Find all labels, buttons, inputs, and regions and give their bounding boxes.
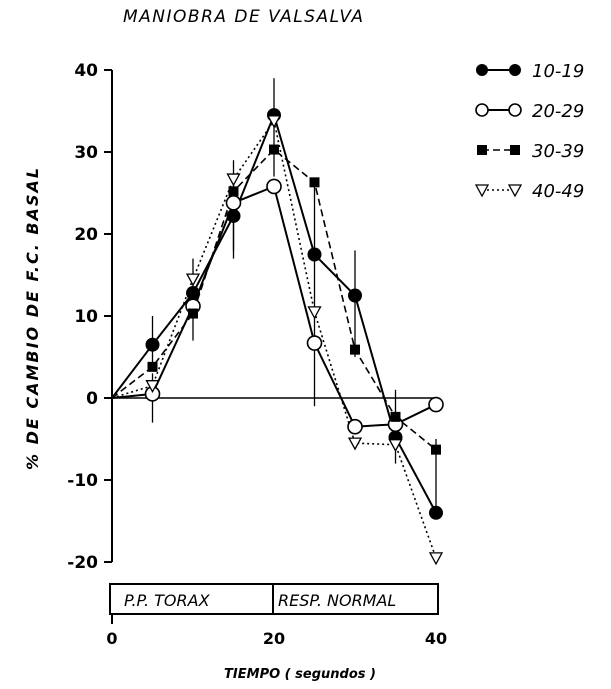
phase-label-resp-normal: RESP. NORMAL <box>278 591 396 610</box>
data-point-30-39 <box>309 177 320 188</box>
legend-label: 10-19 <box>532 61 584 82</box>
legend-marker <box>507 184 523 198</box>
y-tick-label: 20 <box>74 225 98 245</box>
legend-marker <box>510 145 520 155</box>
legend-marker <box>474 184 490 198</box>
data-point-30-39 <box>147 361 158 372</box>
data-point-20-29 <box>347 418 363 435</box>
legend-marker <box>508 103 522 117</box>
data-point-10-19 <box>145 337 160 352</box>
x-tick-label: 0 <box>106 629 117 648</box>
data-point-40-49 <box>185 273 201 287</box>
data-point-40-49 <box>145 380 160 394</box>
legend-marker <box>509 64 521 76</box>
data-point-30-39 <box>350 344 360 355</box>
data-point-30-39 <box>228 186 239 197</box>
legend-marker <box>477 145 487 155</box>
axes: 40 30 20 10 0 -10 -20 0 20 40 <box>67 61 447 648</box>
x-axis-label: TIEMPO ( segundos ) <box>224 667 376 682</box>
data-point-40-49 <box>428 552 444 566</box>
data-point-10-19 <box>348 288 362 303</box>
x-tick-label: 20 <box>263 629 285 648</box>
x-tick-label: 40 <box>425 629 447 648</box>
legend-marker <box>475 103 489 117</box>
y-tick-label: -10 <box>67 471 98 491</box>
data-point-10-19 <box>186 286 200 301</box>
y-tick-label: 40 <box>74 61 98 81</box>
legend-marker <box>476 64 488 76</box>
chart-title: MANIOBRA DE VALSALVA <box>123 7 365 27</box>
phase-label-pp-torax: P.P. TORAX <box>124 591 211 610</box>
series-line-20-29 <box>111 185 437 428</box>
phase-box: P.P. TORAX RESP. NORMAL <box>109 583 439 615</box>
legend: 10-19 20-29 30-39 40-49 <box>474 61 584 202</box>
y-tick-label: 0 <box>86 389 98 409</box>
series-markers <box>144 108 444 566</box>
data-point-30-39 <box>390 411 401 422</box>
y-tick-label: -20 <box>67 553 98 573</box>
data-point-40-49 <box>307 306 322 320</box>
data-point-30-39 <box>188 308 198 319</box>
y-axis-label: % DE CAMBIO DE F.C. BASAL <box>23 166 42 470</box>
y-tick-label: 30 <box>74 143 98 163</box>
data-point-20-29 <box>225 195 242 211</box>
data-point-40-49 <box>347 437 363 451</box>
data-point-20-29 <box>306 335 323 351</box>
data-point-20-29 <box>428 396 444 413</box>
data-point-10-19 <box>307 247 322 262</box>
data-point-10-19 <box>226 208 241 223</box>
legend-label: 20-29 <box>532 101 584 122</box>
data-point-40-49 <box>266 115 282 129</box>
data-point-20-29 <box>266 178 282 195</box>
data-point-30-39 <box>269 144 279 155</box>
data-point-10-19 <box>429 505 443 520</box>
series-line-30-39 <box>111 148 437 451</box>
legend-label: 30-39 <box>532 141 584 162</box>
data-point-40-49 <box>388 439 403 453</box>
data-point-30-39 <box>431 444 441 455</box>
data-point-40-49 <box>226 173 241 187</box>
y-tick-label: 10 <box>74 307 98 327</box>
legend-label: 40-49 <box>532 181 584 202</box>
